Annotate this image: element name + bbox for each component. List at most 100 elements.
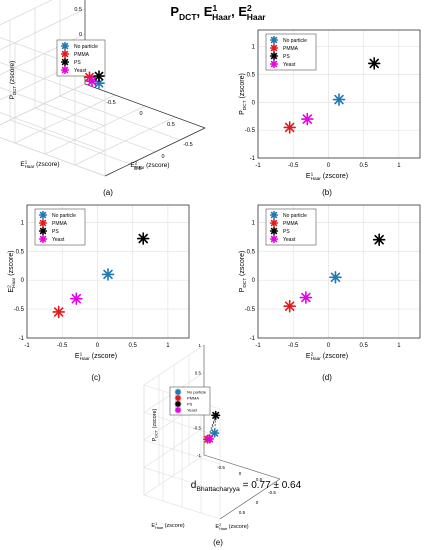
legend-label: No particle — [52, 213, 76, 219]
x-tick-label: 1 — [397, 163, 401, 169]
marker-no-particle — [329, 270, 342, 284]
panel-a: -0.5 0 0.5 -0.5 0 0.5 0 0.5 E1 Haar (zscore) E2 Haa… — [0, 0, 206, 197]
grid-floor — [34, 107, 156, 153]
legend-label: No particle — [283, 38, 307, 44]
y-tick-label: 1 — [252, 220, 256, 226]
x-tick-label: 0 — [139, 111, 142, 117]
marker-pmma — [283, 121, 296, 134]
legend-marker — [38, 210, 48, 220]
marker-pmma — [52, 305, 65, 319]
x-tick-label: 0.5 — [256, 477, 263, 482]
grid-floor — [9, 119, 131, 165]
y-tick-label: 0.5 — [134, 166, 142, 172]
y-tick-label: 0.5 — [247, 73, 256, 79]
marker-no-particle — [210, 428, 220, 438]
y-tick-label: 0 — [161, 154, 164, 160]
legend-label: Yeast — [283, 237, 296, 243]
legend-marker — [60, 57, 70, 67]
x-tick-label: 0.5 — [359, 343, 368, 349]
legend-label: PS — [52, 229, 59, 235]
z-tick-label: -0.5 — [193, 426, 201, 431]
y-tick-label: 0 — [252, 100, 256, 106]
marker-pmma — [283, 299, 296, 313]
axes-frame — [26, 204, 190, 339]
grid-back — [0, 87, 106, 127]
legend-marker — [174, 388, 182, 396]
y-tick-label: 0.5 — [16, 249, 25, 255]
x-tick-label: 0 — [239, 471, 242, 476]
axis-x — [84, 83, 206, 129]
grid-back — [0, 0, 53, 26]
legend-marker — [269, 218, 279, 228]
legend-label: PMMA — [74, 52, 90, 58]
legend-marker — [174, 400, 182, 408]
y-tick-label: 0 — [256, 500, 259, 505]
bhattacharyya-annotation: dBhattacharyya = 0.77 ± 0.64 — [191, 480, 302, 493]
grid-back — [0, 62, 106, 102]
x-tick-label: -0.5 — [217, 465, 225, 470]
legend-marker — [269, 210, 279, 220]
panel-label: (b) — [322, 188, 332, 197]
y-axis-label: PDCT (zscore) — [239, 73, 248, 115]
z-tick-label: 0 — [79, 32, 82, 38]
marker-ps — [136, 232, 150, 245]
legend-marker — [174, 394, 182, 402]
legend-label: No particle — [74, 44, 98, 50]
marker-yeast — [70, 292, 83, 305]
legend-label: PS — [187, 401, 193, 406]
x-axis-label: E1 Haar (zscore) — [75, 351, 117, 362]
legend-marker — [38, 234, 48, 244]
x-axis-label: E1 Haar (zscore) — [306, 171, 348, 182]
marker-ps — [93, 70, 105, 82]
legend-label: Yeast — [283, 62, 296, 68]
legend: No particle PMMA PS Yeast — [56, 39, 106, 77]
legend-label: PS — [283, 54, 290, 60]
hull-edge — [209, 415, 217, 440]
legend-marker — [269, 59, 279, 69]
z-tick-label: 0.5 — [74, 7, 82, 13]
grid-back — [143, 344, 205, 386]
x-tick-label: -0.5 — [57, 343, 68, 349]
marker-yeast — [205, 434, 215, 444]
grid-back — [0, 112, 106, 152]
legend-marker — [38, 226, 48, 236]
y-axis-label: PDCT (zscore) — [239, 251, 248, 293]
y-tick-label: 0 — [21, 278, 25, 284]
marker-no-particle — [332, 93, 346, 106]
axes-frame — [257, 29, 421, 159]
x-tick-label: -1 — [24, 343, 30, 349]
z-axis-label: PDCT (zscore) — [152, 408, 159, 441]
grid-floor — [74, 116, 176, 166]
y-tick-label: 1 — [21, 220, 25, 226]
legend-marker — [269, 35, 279, 45]
legend-label: Yeast — [52, 237, 65, 243]
y-tick-label: 1 — [252, 45, 256, 51]
panel-b: -1 -0.5 0 0.5 1 -1 -0.5 0 0.5 1 E1 Haar (zscore) PDC… — [239, 29, 421, 197]
y-tick-label: 0 — [252, 278, 256, 284]
x-tick-label: 0.5 — [359, 163, 368, 169]
x-tick-label: 1 — [166, 343, 170, 349]
legend-marker — [269, 234, 279, 244]
legend-label: Yeast — [187, 407, 198, 412]
legend-marker — [269, 43, 279, 53]
legend-marker — [60, 49, 70, 59]
legend: No particle PMMA PS Yeast — [265, 33, 317, 71]
z-tick-label: 1 — [198, 343, 201, 348]
marker-yeast — [86, 75, 98, 87]
y-tick-label: -1 — [250, 156, 256, 162]
grid-back — [143, 412, 221, 437]
x-tick-label: -1 — [255, 343, 261, 349]
z-tick-label: -1 — [197, 453, 201, 458]
figure-title: PDCT, E1 Haar, E2 Haar — [170, 3, 266, 22]
legend-marker — [269, 226, 279, 236]
y-tick-label: -0.5 — [245, 307, 256, 313]
legend-label: No particle — [187, 389, 207, 394]
x-axis-label: E2 Haar (zscore) — [306, 351, 348, 362]
legend-label: PS — [283, 229, 290, 235]
marker-no-particle — [101, 268, 115, 281]
x-tick-label: 0 — [327, 163, 331, 169]
panel-label: (c) — [91, 373, 101, 382]
